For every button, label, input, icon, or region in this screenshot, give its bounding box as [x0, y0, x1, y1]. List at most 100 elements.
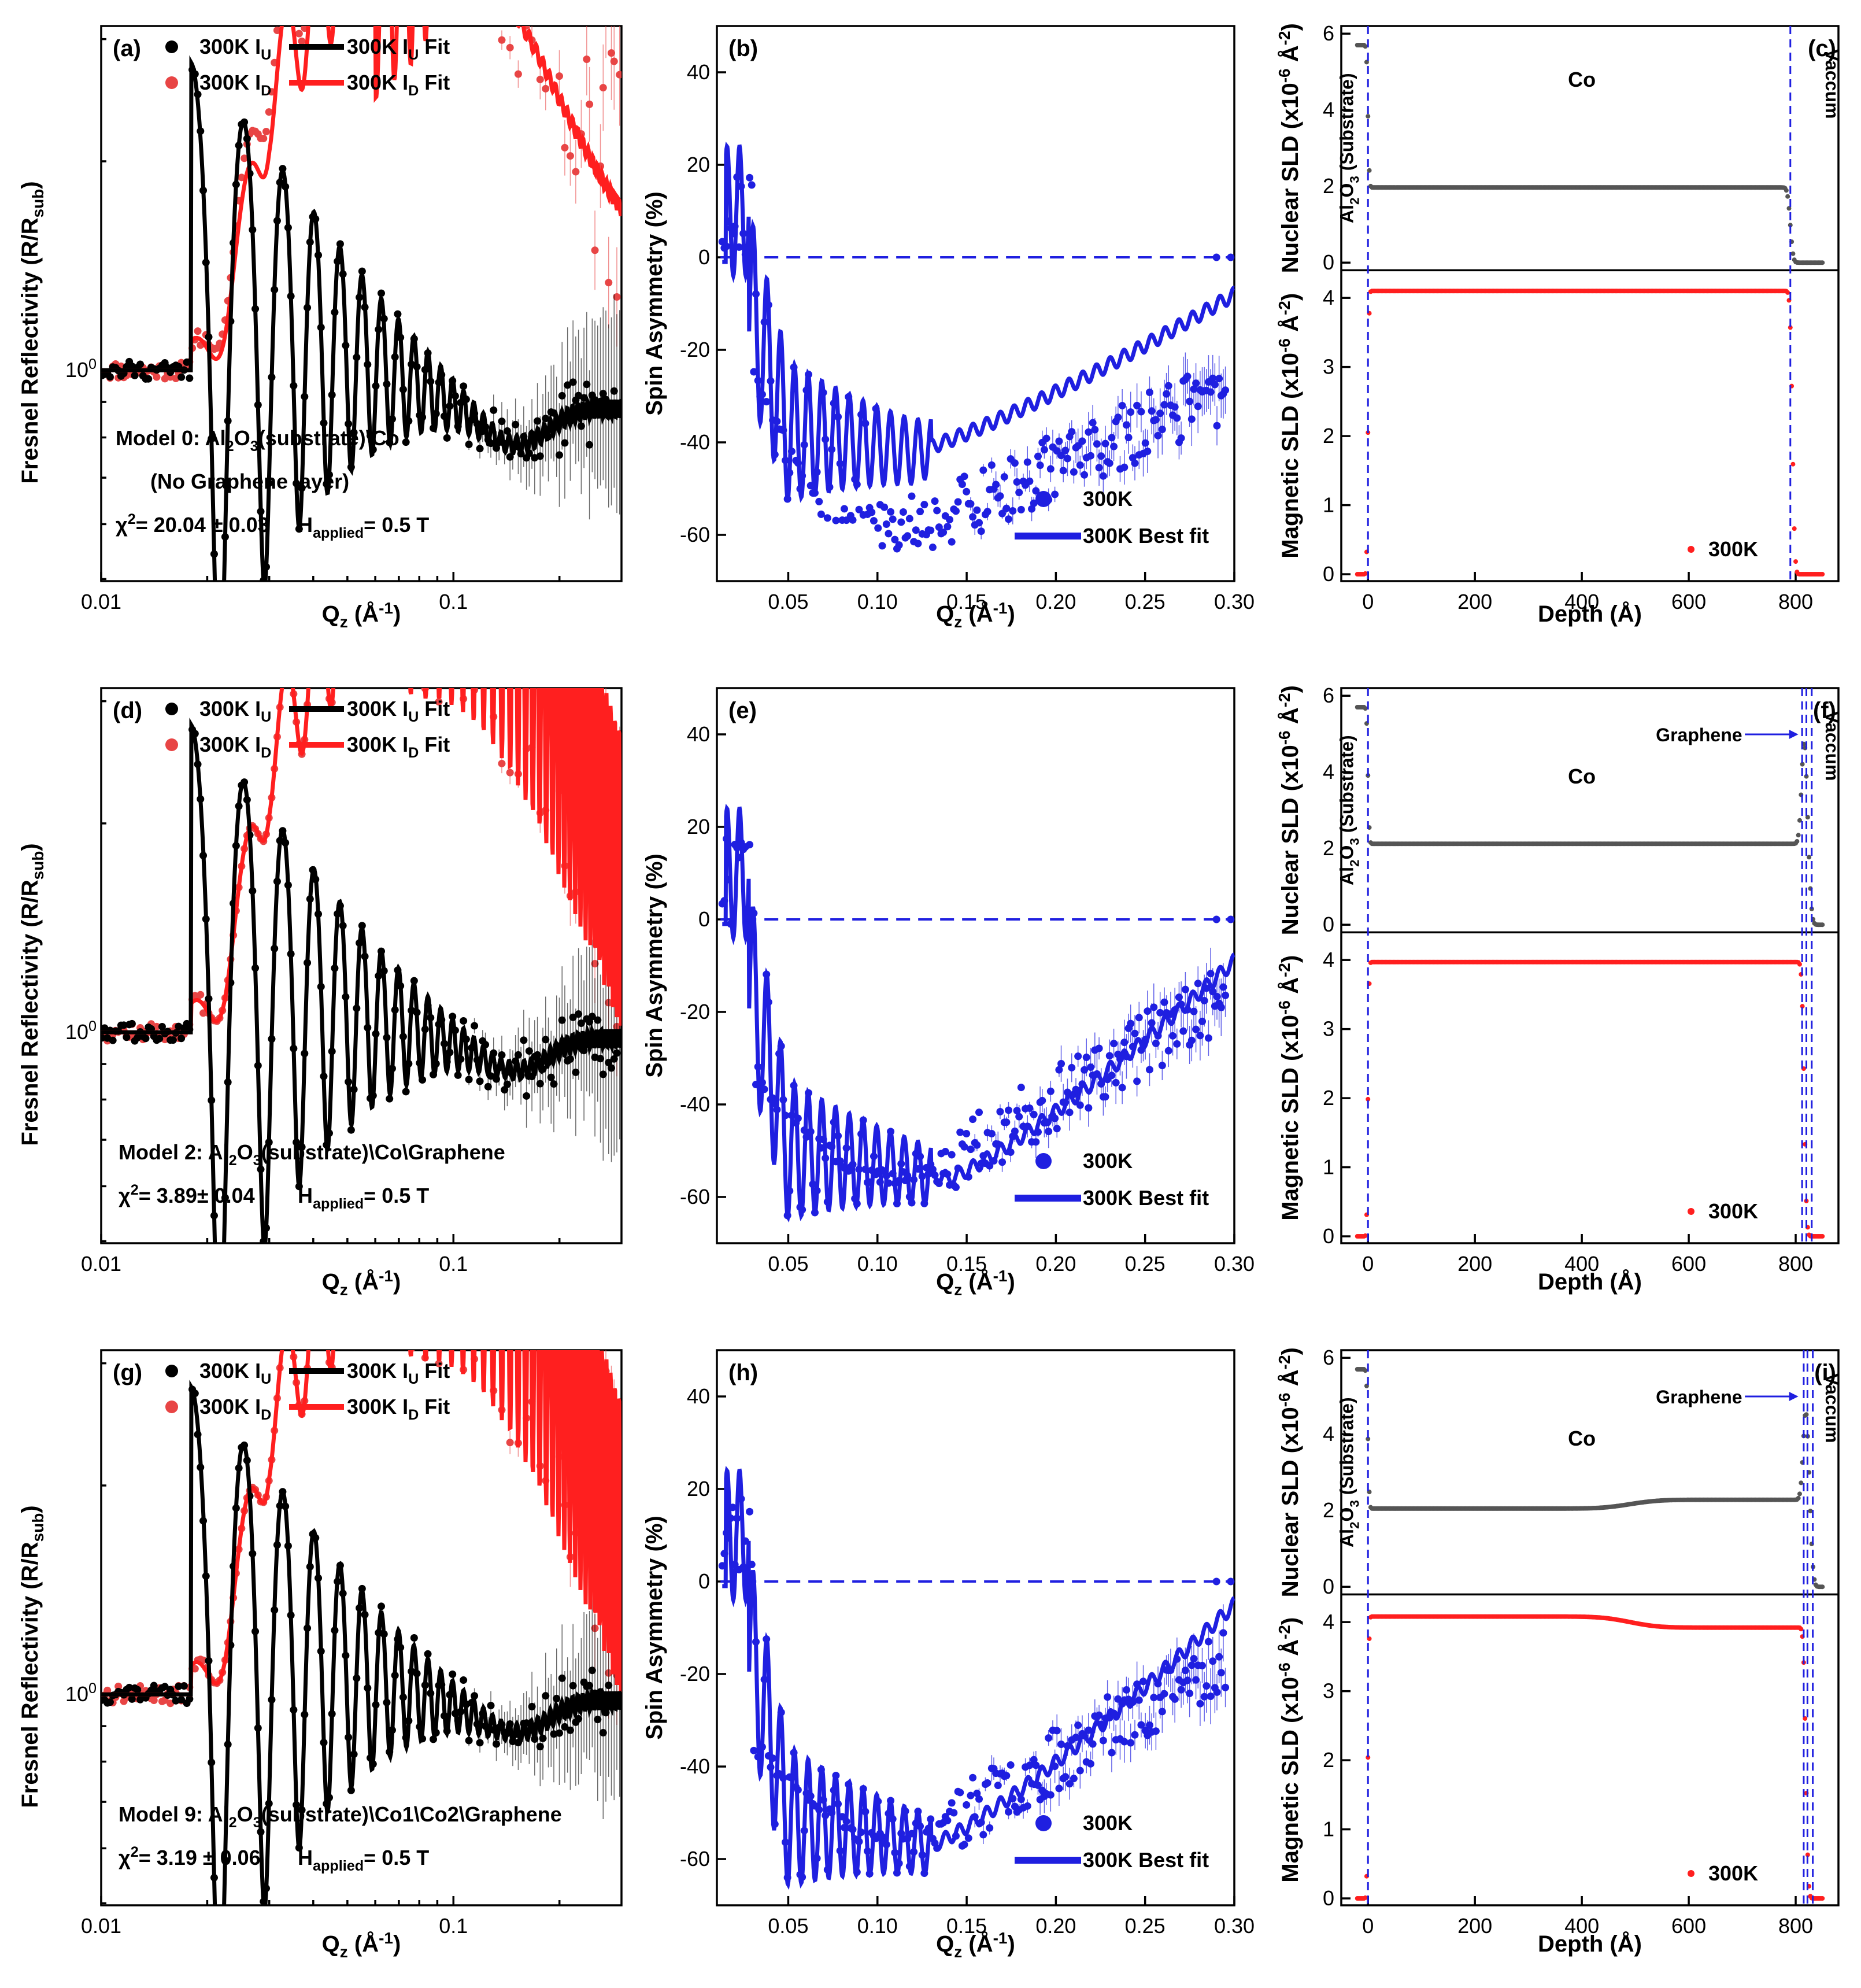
data-point — [1120, 1039, 1129, 1047]
legend-label: 300K Best fit — [1083, 524, 1209, 548]
data-point — [891, 1849, 899, 1857]
i-u-point — [610, 1055, 618, 1063]
data-point — [1070, 1775, 1078, 1783]
data-point — [920, 1869, 928, 1878]
data-point — [870, 1152, 878, 1161]
x-axis-label: Depth (Å) — [1538, 1931, 1642, 1957]
data-point — [998, 509, 1007, 518]
i-d-point — [432, 1184, 440, 1191]
text-span: -2 — [1275, 301, 1293, 315]
data-point — [1204, 1034, 1212, 1042]
data-point — [885, 1179, 893, 1187]
i-d-point — [394, 1226, 401, 1233]
data-point — [1036, 461, 1044, 470]
i-u-point — [128, 1695, 136, 1703]
data-point — [1122, 421, 1130, 429]
i-d-point — [438, 1225, 445, 1233]
text-span: Q — [936, 601, 954, 627]
text-span: (Å — [348, 1269, 379, 1295]
text-span: 0 — [88, 356, 97, 372]
text-span: 300K I — [347, 697, 408, 720]
i-u-point — [490, 406, 498, 414]
legend-marker — [165, 1365, 178, 1377]
data-point — [769, 1094, 777, 1102]
i-d-point — [583, 55, 591, 63]
y-tick-label: 0 — [1323, 250, 1334, 274]
i-d-point — [372, 668, 380, 675]
data-point — [946, 516, 954, 524]
i-u-point — [169, 1036, 177, 1044]
y-tick-label: 2 — [1323, 1086, 1334, 1110]
data-point — [760, 1085, 768, 1093]
data-point — [1219, 983, 1227, 991]
i-u-point — [577, 1019, 585, 1027]
text-span: 10 — [65, 1682, 88, 1706]
data-point — [1023, 458, 1031, 466]
magnetic-sld-point — [1785, 290, 1790, 295]
data-point — [1181, 985, 1189, 993]
text-span: 300K I — [347, 71, 408, 94]
data-point — [1127, 1739, 1135, 1747]
legend-label: 300K IU Fit — [347, 35, 450, 63]
data-point — [754, 1063, 762, 1071]
data-point — [777, 1042, 785, 1050]
x-tick-label: 0 — [1362, 1914, 1374, 1938]
data-point — [914, 540, 922, 548]
y-tick-label: 0 — [698, 907, 710, 931]
data-point — [764, 998, 772, 1006]
data-point — [1013, 478, 1021, 486]
data-point — [876, 1178, 884, 1186]
data-point — [1116, 1055, 1124, 1063]
data-point — [1173, 414, 1181, 422]
data-point — [1118, 401, 1126, 409]
data-point — [817, 1144, 825, 1152]
text-span: 2 — [128, 511, 136, 527]
data-point — [1177, 1000, 1185, 1008]
data-point — [802, 386, 811, 394]
i-d-point — [306, 656, 314, 664]
data-point — [1194, 980, 1202, 988]
data-point — [1164, 1047, 1172, 1055]
data-points — [718, 173, 1235, 553]
i-d-point — [514, 70, 522, 78]
text-span: -6 — [1275, 1392, 1293, 1407]
i-d-point — [323, 659, 330, 667]
nuclear-sld-point — [1786, 206, 1792, 211]
data-point — [859, 1116, 867, 1124]
data-point — [855, 505, 863, 513]
data-point — [944, 1816, 952, 1824]
data-point — [739, 1563, 748, 1571]
data-point — [1057, 452, 1065, 460]
data-point — [987, 1129, 996, 1137]
text-span: Fresnel Reflectivity (R/R — [17, 217, 43, 483]
text-span: 3 — [253, 1152, 261, 1169]
i-d-point — [427, 439, 434, 447]
i-d-point — [473, 465, 481, 473]
i-d-point — [605, 279, 613, 287]
i-d-point — [284, 662, 292, 670]
data-point — [1183, 1006, 1192, 1014]
data-point — [805, 1089, 813, 1097]
nuclear-sld-point — [1363, 1368, 1368, 1373]
data-point — [1127, 408, 1135, 416]
i-u-point — [599, 1070, 607, 1078]
legend-label: 300K IU Fit — [347, 697, 450, 725]
x-tick-label: 0.20 — [1035, 590, 1076, 614]
text-span: applied — [313, 1858, 364, 1874]
i-d-point — [550, 0, 558, 5]
i-u-point — [514, 1051, 522, 1059]
i-d-point — [599, 84, 607, 92]
legend-label: 300K — [1708, 537, 1758, 561]
data-point — [963, 1801, 971, 1809]
text-span: Al — [1336, 867, 1357, 885]
i-d-point — [501, 1188, 508, 1195]
i-u-point — [558, 1016, 566, 1024]
text-span: (Å — [962, 1269, 993, 1295]
text-span: -6 — [1275, 1000, 1293, 1015]
data-point — [786, 469, 794, 477]
data-point — [1227, 1577, 1235, 1586]
panel-label: (c) — [1808, 36, 1836, 61]
i-u-point — [520, 1036, 528, 1044]
data-point — [973, 1141, 981, 1149]
data-point — [1051, 490, 1059, 498]
